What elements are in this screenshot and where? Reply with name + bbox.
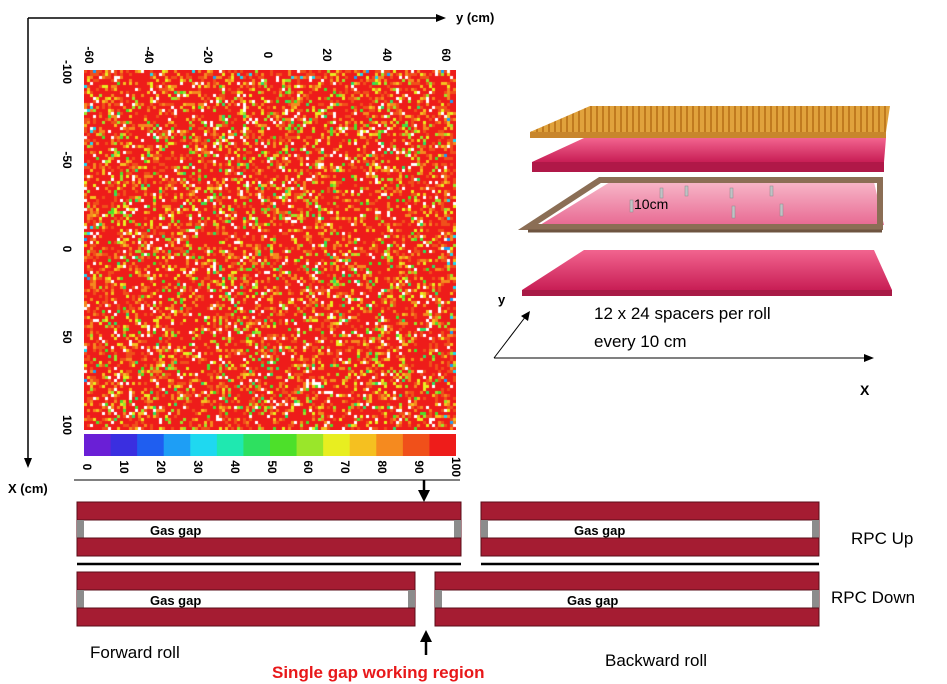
- colorbar-swatch: [376, 434, 404, 456]
- colorbar-swatch: [137, 434, 165, 456]
- colorbar-swatch: [243, 434, 271, 456]
- backward-roll-label: Backward roll: [605, 651, 708, 670]
- left-tick-label: 0: [60, 245, 74, 252]
- rpc-layers-illustration: [517, 106, 892, 296]
- efficiency-heatmap: [84, 70, 456, 430]
- top-tick-label: 60: [439, 48, 453, 62]
- colorbar-swatch: [296, 434, 324, 456]
- upper-electrode-plane: [532, 138, 886, 162]
- spacers-text-line2: every 10 cm: [594, 332, 687, 351]
- spacers: [629, 185, 784, 219]
- spacers-text-line1: 12 x 24 spacers per roll: [594, 304, 771, 323]
- strip-plane: [530, 106, 890, 132]
- left-tick-label: 50: [60, 330, 74, 344]
- left-tick-label: 100: [60, 414, 74, 436]
- left-tick-label: -50: [60, 151, 74, 169]
- rpc-down-label: RPC Down: [831, 588, 916, 607]
- lower-electrode-plane: [522, 250, 892, 290]
- single-gap-label: Single gap working region: [272, 663, 485, 682]
- top-tick-label: -60: [82, 46, 96, 64]
- top-tick-label: 20: [320, 48, 334, 62]
- middle-plane: [540, 182, 884, 225]
- colorbar-swatch: [110, 434, 138, 456]
- top-tick-label: 0: [260, 51, 275, 59]
- colorbar-swatch: [216, 434, 244, 456]
- colorbar-swatch: [163, 434, 191, 456]
- colorbar-swatch: [84, 434, 112, 456]
- gap-diagram: [74, 479, 820, 655]
- illustration-x-label: X: [860, 382, 870, 398]
- colorbar-swatch: [323, 434, 351, 456]
- top-tick-label: -20: [201, 46, 215, 64]
- top-tick-label: 40: [379, 48, 394, 62]
- gas-gap-label-down-left: Gas gap: [150, 593, 202, 608]
- illustration-axes: [493, 311, 874, 362]
- y-axis-label: y (cm): [456, 10, 495, 25]
- gas-gap-label-up-right: Gas gap: [574, 523, 626, 538]
- spacer-distance-label: 10cm: [634, 196, 669, 212]
- illustration-y-label: y: [498, 292, 506, 307]
- rpc-up-label: RPC Up: [851, 529, 914, 548]
- colorbar-swatch: [402, 434, 430, 456]
- x-axis-label: X (cm): [8, 481, 48, 496]
- gas-gap-label-down-right: Gas gap: [567, 593, 619, 608]
- colorbar-swatch: [349, 434, 377, 456]
- forward-roll-label: Forward roll: [90, 643, 180, 662]
- colorbar: [84, 434, 456, 456]
- colorbar-swatch: [270, 434, 298, 456]
- colorbar-swatch: [429, 434, 456, 456]
- spacer-frame: [517, 177, 883, 230]
- left-tick-label: -100: [60, 59, 74, 85]
- gas-gap-label-up-left: Gas gap: [150, 523, 202, 538]
- colorbar-swatch: [190, 434, 218, 456]
- top-tick-label: -40: [141, 46, 156, 64]
